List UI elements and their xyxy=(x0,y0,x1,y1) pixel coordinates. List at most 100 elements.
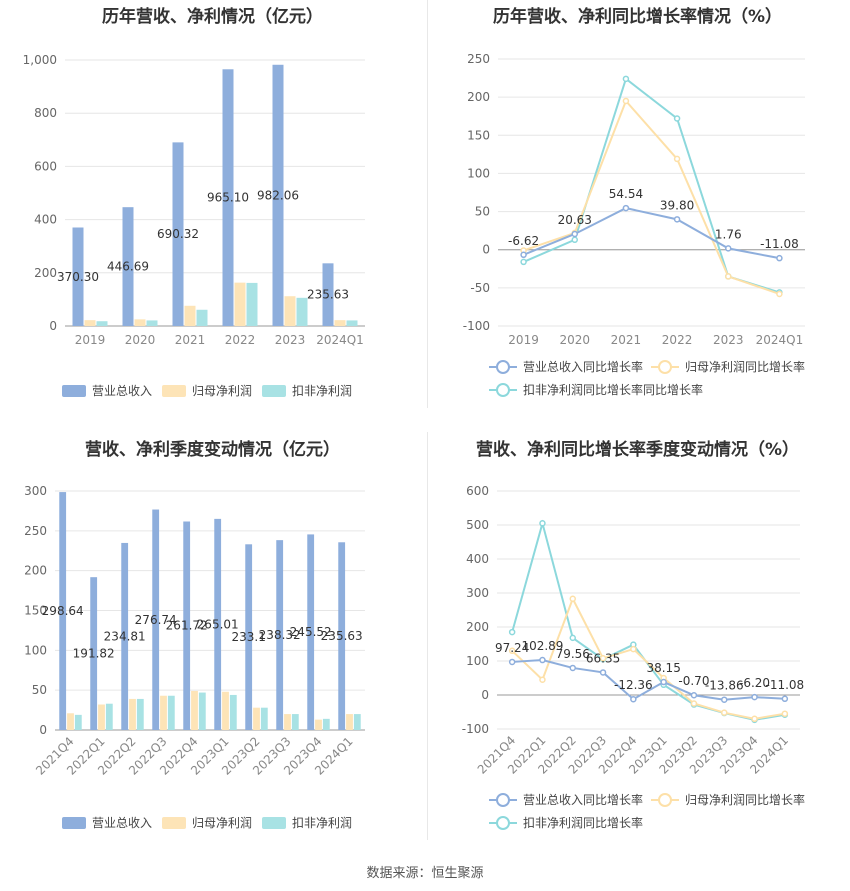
data-point xyxy=(660,678,667,686)
data-label: 79.56 xyxy=(556,647,590,661)
bar xyxy=(67,713,74,730)
data-label: 54.54 xyxy=(609,187,643,201)
data-point xyxy=(520,258,527,266)
bar xyxy=(222,69,234,327)
data-point xyxy=(599,655,607,662)
data-label: -11.08 xyxy=(766,678,805,692)
legend-marker xyxy=(496,383,510,397)
data-point xyxy=(622,97,630,105)
data-point xyxy=(690,691,698,699)
data-point xyxy=(751,715,758,723)
data-source-note: 数据来源：恒生聚源 xyxy=(366,866,484,881)
data-point xyxy=(539,656,546,664)
data-label: 965.10 xyxy=(207,191,249,205)
bar xyxy=(284,296,296,326)
y-tick-label: 600 xyxy=(34,159,57,173)
legend-marker xyxy=(496,793,510,807)
data-label: 102.89 xyxy=(521,639,563,653)
data-label: 20.63 xyxy=(558,213,592,227)
bar xyxy=(167,695,175,730)
x-tick-label: 2024Q1 xyxy=(316,333,364,347)
series-line xyxy=(523,77,780,294)
legend-label: 归母净利润同比增长率 xyxy=(685,792,805,807)
data-label: 191.82 xyxy=(73,647,115,661)
legend-label: 归母净利润 xyxy=(192,816,252,830)
bar xyxy=(322,718,330,730)
bar xyxy=(84,320,96,326)
quarterly-revenue-profit-plot: 0501001502002503002021Q42022Q12022Q22022… xyxy=(24,484,365,830)
y-tick-label: 250 xyxy=(24,524,47,538)
y-tick-label: 500 xyxy=(466,518,489,532)
data-label: 234.81 xyxy=(104,629,146,643)
chart-title: 历年营收、净利情况（亿元） xyxy=(102,7,323,27)
data-label: 261.72 xyxy=(166,619,208,633)
legend-swatch xyxy=(262,817,286,829)
y-tick-label: -100 xyxy=(462,722,489,736)
data-label: 233.1 xyxy=(232,630,266,644)
y-tick-label: 100 xyxy=(24,643,47,657)
chart-title: 历年营收、净利同比增长率情况（%） xyxy=(492,7,783,27)
legend-label: 扣非净利润同比增长率 xyxy=(523,815,643,830)
y-tick-label: -100 xyxy=(463,319,490,333)
x-tick-label: 2020 xyxy=(125,333,156,347)
bar xyxy=(90,577,98,730)
legend-marker xyxy=(496,360,510,374)
bar xyxy=(129,698,136,730)
data-label: -11.08 xyxy=(760,237,799,251)
bar xyxy=(276,540,284,730)
bar xyxy=(196,309,208,326)
data-label: 235.63 xyxy=(307,288,349,302)
x-tick-label: 2021 xyxy=(611,333,642,347)
legend-swatch xyxy=(162,385,186,397)
data-point xyxy=(569,595,576,603)
quarterly-revenue-profit-chart: 营收、净利季度变动情况（亿元） 0 50 100 150 200 250 300 2021Q4… xyxy=(0,430,425,860)
bar xyxy=(307,534,315,730)
data-point xyxy=(630,645,637,653)
divider xyxy=(427,432,428,840)
legend-label: 扣非净利润 xyxy=(292,384,352,398)
x-tick-label: 2022 xyxy=(225,333,256,347)
data-label: 265.01 xyxy=(197,617,239,631)
data-point xyxy=(721,709,728,716)
data-point xyxy=(622,204,630,212)
bar xyxy=(346,714,353,730)
bar xyxy=(134,319,146,326)
data-label: 1.76 xyxy=(715,227,742,241)
y-tick-label: 200 xyxy=(467,90,490,104)
y-tick-label: 0 xyxy=(481,688,489,702)
data-point xyxy=(673,115,681,122)
bar xyxy=(105,703,113,730)
data-point xyxy=(673,216,681,223)
data-point xyxy=(508,628,516,636)
data-point xyxy=(622,75,630,83)
data-label: 298.64 xyxy=(42,604,84,618)
x-tick-label: 2020 xyxy=(559,333,590,347)
data-label: 276.74 xyxy=(135,613,177,627)
data-point xyxy=(569,634,576,642)
y-tick-label: 400 xyxy=(466,552,489,566)
data-label: 238.32 xyxy=(259,628,301,642)
y-tick-label: 100 xyxy=(467,166,490,180)
legend-swatch xyxy=(162,817,186,829)
bar xyxy=(136,698,144,730)
x-tick-label: 2021 xyxy=(175,333,206,347)
legend-label: 营业总收入 xyxy=(92,816,152,830)
y-tick-label: 300 xyxy=(24,484,47,498)
legend-label: 扣非净利润同比增长率同比增长率 xyxy=(523,382,703,397)
data-point xyxy=(673,155,681,163)
bar xyxy=(152,509,160,730)
bar xyxy=(234,282,246,326)
data-label: 97.24 xyxy=(495,641,529,655)
series-line xyxy=(512,659,785,701)
legend-label: 归母净利润同比增长率 xyxy=(685,359,805,374)
legend-swatch xyxy=(62,817,86,829)
data-point xyxy=(569,664,576,672)
y-tick-label: 400 xyxy=(34,213,57,227)
bar xyxy=(315,719,322,730)
legend-swatch xyxy=(262,385,286,397)
bar xyxy=(334,320,346,326)
data-label: 245.52 xyxy=(290,625,332,639)
data-point xyxy=(721,696,728,703)
bar xyxy=(214,518,222,730)
data-point xyxy=(725,273,732,280)
